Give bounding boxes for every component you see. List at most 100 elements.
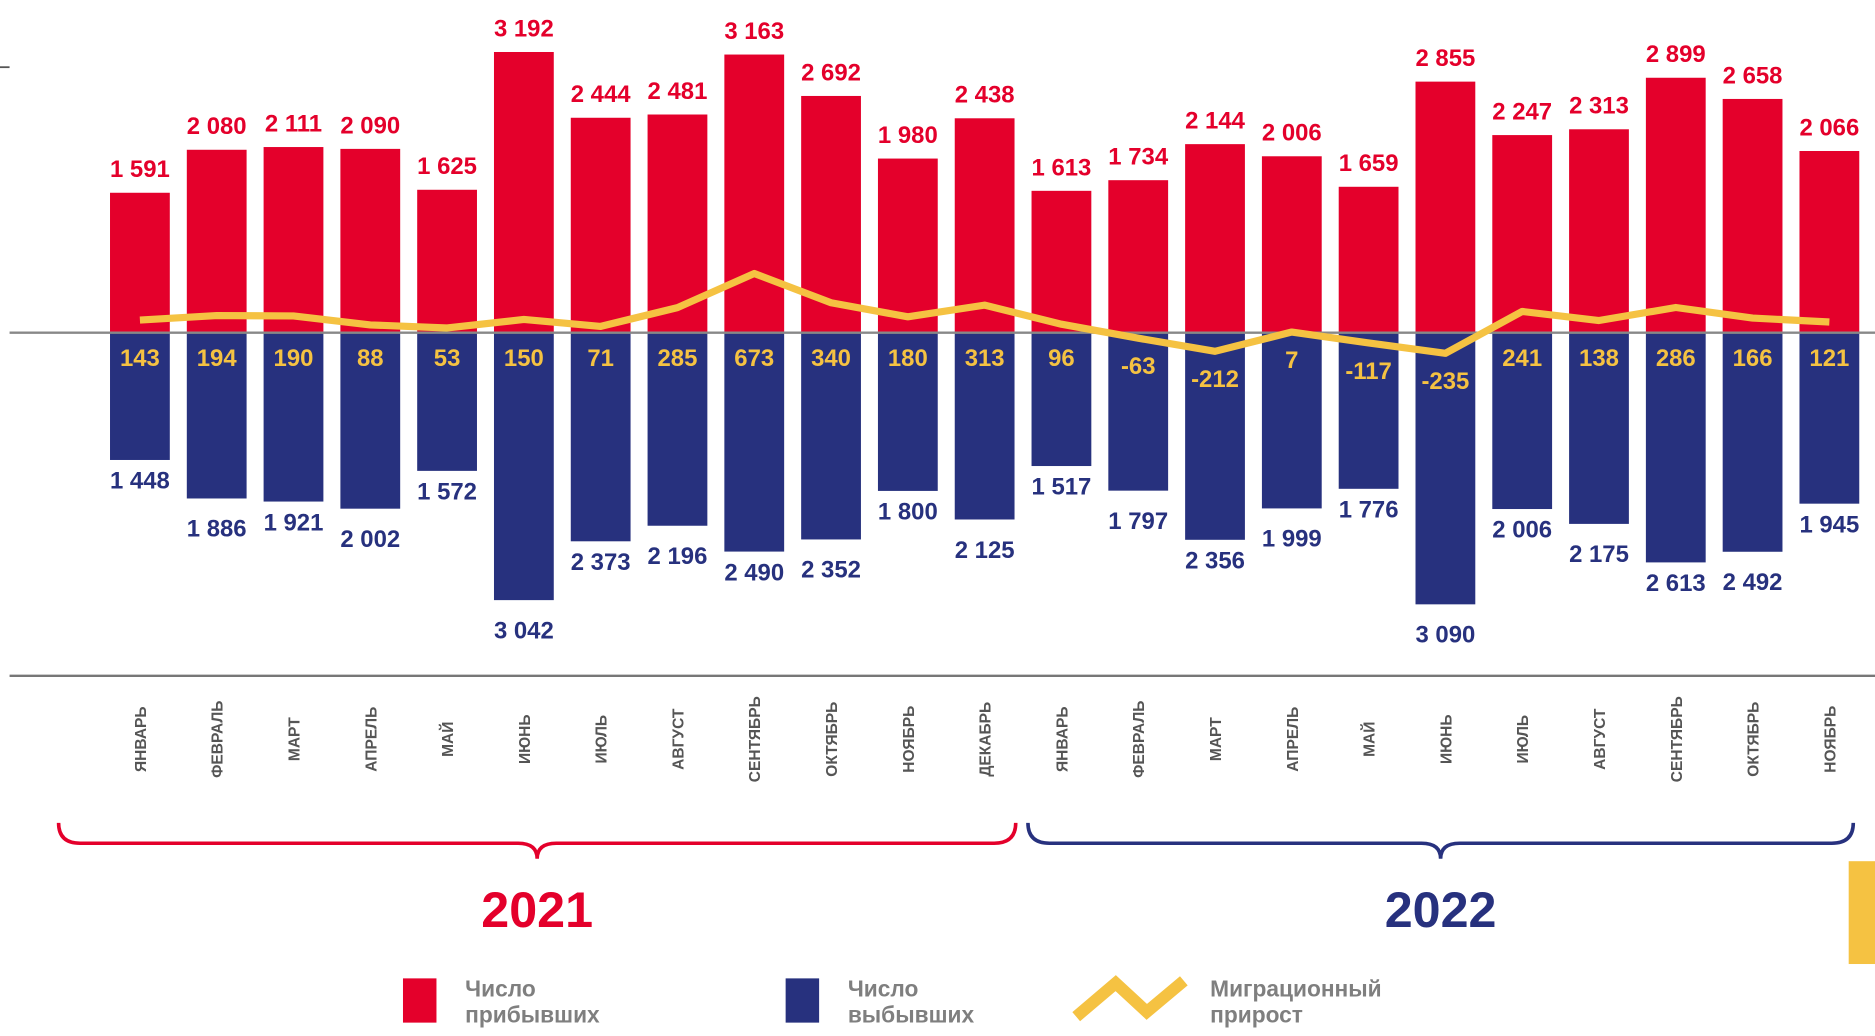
- bar: [1261, 332, 1322, 509]
- legend-swatch: [785, 978, 820, 1023]
- bar: [1338, 186, 1399, 333]
- x-tick-label: НОЯБРЬ: [901, 706, 918, 773]
- value-label: 1 448: [110, 468, 170, 495]
- value-label: 2 066: [1799, 114, 1859, 141]
- bar: [1185, 144, 1245, 333]
- bar: [1492, 332, 1553, 510]
- bar: [1031, 190, 1092, 333]
- value-label: 2 247: [1492, 99, 1552, 126]
- x-tick-label: МАЙ: [1361, 722, 1379, 757]
- x-tick-label: ФЕВРАЛЬ: [210, 701, 227, 778]
- year-brace: [1026, 822, 1856, 859]
- value-label: 3 090: [1415, 622, 1475, 649]
- value-label: 2 438: [955, 82, 1015, 109]
- bar: [1108, 332, 1169, 491]
- bar: [1108, 180, 1169, 333]
- x-tick-label: СЕНТЯБРЬ: [747, 696, 764, 782]
- x-tick-label: ИЮЛЬ: [594, 715, 611, 764]
- bar: [1645, 332, 1706, 563]
- value-label: 2 490: [724, 559, 784, 586]
- value-label: 2 481: [648, 78, 708, 105]
- bar: [263, 332, 324, 502]
- value-label: 1 980: [878, 122, 938, 149]
- net-label: 121: [1809, 345, 1849, 372]
- net-label: 285: [658, 345, 698, 372]
- bar: [340, 332, 401, 509]
- value-label: 1 797: [1108, 508, 1168, 535]
- value-label: 2 356: [1185, 548, 1245, 575]
- bar: [493, 332, 554, 601]
- legend-item: Миграционный прирост: [1210, 977, 1382, 1029]
- bar: [1492, 135, 1553, 333]
- value-label: 2 444: [571, 81, 632, 108]
- value-label: 3 192: [494, 15, 554, 42]
- net-label: -212: [1191, 366, 1239, 393]
- value-label: 1 800: [878, 499, 938, 526]
- value-label: 2 144: [1185, 108, 1246, 135]
- bar: [1569, 129, 1629, 333]
- bar: [801, 332, 861, 540]
- bar: [1185, 332, 1245, 540]
- net-label: 53: [434, 345, 461, 372]
- value-label: 1 591: [110, 156, 170, 183]
- value-label: 3 042: [494, 617, 554, 644]
- net-label: -117: [1345, 358, 1392, 385]
- bar: [1722, 98, 1783, 333]
- net-label: 194: [197, 345, 238, 372]
- decoration: [1848, 861, 1875, 965]
- legend-swatch: [1072, 975, 1188, 1022]
- bar: [570, 117, 631, 333]
- value-label: 2 492: [1723, 569, 1783, 596]
- x-tick-label: АПРЕЛЬ: [363, 707, 380, 772]
- net-label: 96: [1048, 345, 1075, 372]
- x-tick-label: ИЮНЬ: [517, 714, 534, 764]
- legend-label: Миграционный прирост: [1210, 977, 1382, 1029]
- value-label: 1 625: [417, 153, 477, 180]
- net-label: 7: [1285, 347, 1298, 374]
- value-label: 2 658: [1723, 62, 1783, 89]
- bar: [340, 148, 401, 333]
- value-label: 1 886: [187, 516, 247, 543]
- net-label: 313: [965, 345, 1005, 372]
- value-label: 1 659: [1339, 150, 1399, 177]
- bar: [954, 332, 1015, 520]
- net-label: -235: [1421, 368, 1469, 395]
- bar: [110, 192, 170, 333]
- x-tick-label: ИЮЛЬ: [1515, 715, 1532, 764]
- value-label: 2 125: [955, 537, 1015, 564]
- net-label: 143: [120, 345, 160, 372]
- value-label: 1 945: [1799, 511, 1859, 538]
- year-brace: [56, 822, 1018, 859]
- net-label: 286: [1656, 345, 1696, 372]
- bar: [1415, 81, 1476, 333]
- legend-label: Число выбывших: [847, 977, 975, 1029]
- bar: [1031, 332, 1092, 467]
- value-label: 2 006: [1492, 517, 1552, 544]
- value-label: 2 002: [340, 526, 400, 553]
- legend-item: Число выбывших: [847, 977, 975, 1029]
- x-tick-label: ДЕКАБРЬ: [978, 702, 995, 777]
- value-label: 1 572: [417, 479, 477, 506]
- value-label: 1 921: [264, 509, 324, 536]
- year-label: 2021: [481, 882, 593, 938]
- value-label: 2 006: [1262, 120, 1322, 147]
- bar: [263, 147, 324, 333]
- bar: [724, 332, 785, 552]
- value-label: 2 855: [1415, 45, 1475, 72]
- x-tick-label: АПРЕЛЬ: [1285, 707, 1302, 772]
- bar: [647, 332, 708, 526]
- bar: [570, 332, 631, 542]
- net-label: 88: [357, 345, 384, 372]
- value-label: 2 111: [265, 110, 322, 137]
- bar: [954, 118, 1015, 333]
- value-label: 1 613: [1032, 154, 1092, 181]
- x-tick-label: ФЕВРАЛЬ: [1131, 701, 1148, 778]
- bar: [1415, 332, 1476, 605]
- x-tick-label: МАРТ: [1208, 717, 1225, 761]
- x-tick-label: ЯНВАРЬ: [1054, 706, 1071, 772]
- legend-item: Число прибывших: [465, 977, 600, 1028]
- value-label: 3 163: [724, 18, 784, 45]
- bar: [186, 332, 247, 499]
